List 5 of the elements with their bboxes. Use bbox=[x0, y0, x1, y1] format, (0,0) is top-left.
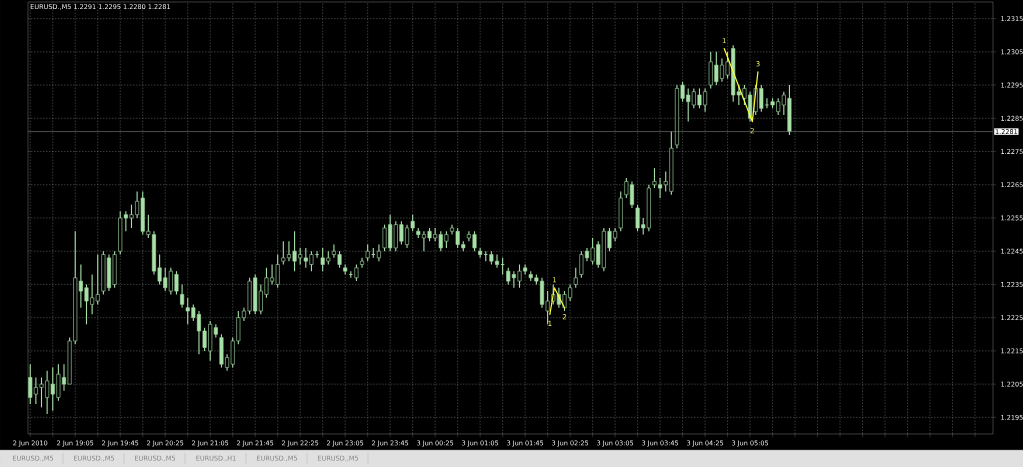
candlestick bbox=[180, 283, 185, 309]
candlestick bbox=[478, 247, 483, 259]
candlestick bbox=[376, 244, 381, 262]
candlestick bbox=[360, 257, 365, 269]
candlestick bbox=[573, 267, 578, 289]
